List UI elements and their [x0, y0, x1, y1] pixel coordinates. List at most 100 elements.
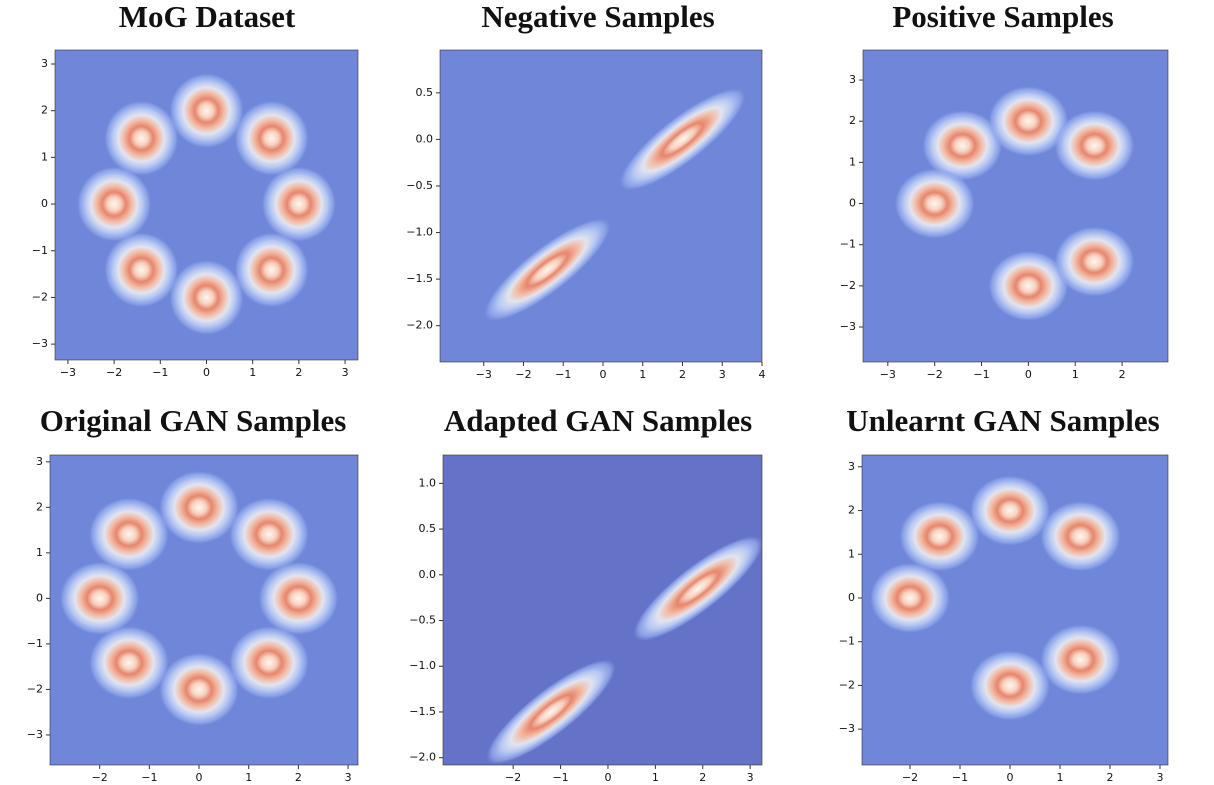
density-blob: [234, 100, 309, 176]
chart-title: Unlearnt GAN Samples: [846, 403, 1159, 438]
density-blob: [1054, 226, 1135, 297]
x-tick-label: −2: [927, 368, 943, 381]
x-tick-label: −3: [880, 368, 896, 381]
density-blob: [1040, 501, 1121, 572]
x-tick-label: 1: [249, 366, 256, 379]
y-tick-label: 0: [848, 591, 855, 604]
y-tick-label: −2: [839, 678, 855, 691]
density-blob: [633, 536, 762, 641]
x-tick-label: −1: [555, 368, 571, 381]
y-tick-label: −0.5: [409, 614, 436, 627]
x-tick-label: 2: [1119, 368, 1126, 381]
density-blob: [229, 626, 309, 699]
density-blob: [619, 88, 746, 191]
y-tick-label: −2: [840, 279, 856, 292]
x-tick-label: 1: [652, 771, 659, 784]
density-blob: [104, 232, 179, 308]
density: [486, 536, 762, 765]
y-tick-label: −1: [839, 635, 855, 648]
density-blob: [89, 497, 169, 571]
y-tick-label: −3: [32, 337, 48, 350]
y-tick-label: 3: [848, 460, 855, 473]
density-blob: [894, 168, 975, 239]
x-tick-label: −2: [106, 366, 122, 379]
x-tick-label: 1: [245, 771, 252, 784]
y-tick-label: −2: [32, 290, 48, 303]
x-tick-label: −3: [476, 368, 492, 381]
x-tick-label: 2: [295, 366, 302, 379]
density-blob: [486, 659, 616, 765]
y-tick-label: 3: [36, 455, 43, 468]
x-tick-label: 3: [1157, 771, 1164, 784]
y-tick-label: 0.5: [416, 86, 434, 99]
x-tick-label: 0: [1007, 771, 1014, 784]
y-tick-label: −1.0: [409, 659, 436, 672]
density-blob: [1040, 624, 1121, 695]
x-tick-label: 3: [747, 771, 754, 784]
chart-title: Positive Samples: [892, 0, 1113, 34]
x-tick-label: −1: [141, 771, 157, 784]
y-tick-label: −3: [839, 722, 855, 735]
chart-title: Adapted GAN Samples: [444, 403, 752, 438]
plot-area: −2 −1 0 1 2 3 −2.0 −1.5 −1.0 −0.5 0.0 0.5 1.0: [409, 454, 763, 784]
x-tick-label: 2: [295, 771, 302, 784]
x-tick-label: 1: [1072, 368, 1079, 381]
density-blob: [870, 562, 950, 633]
density: [870, 475, 1121, 721]
density-blob: [159, 470, 239, 544]
plot-area: −3 −2 −1 0 1 2 −3 −2 −1 0 1 2 3: [840, 49, 1169, 381]
density-blob: [169, 260, 244, 335]
x-tick-label: −1: [952, 771, 968, 784]
y-tick-label: 2: [36, 500, 43, 513]
frame: [439, 49, 763, 363]
chart-title: Original GAN Samples: [40, 403, 347, 438]
density-blob: [899, 501, 980, 572]
y-tick-label: −1: [27, 637, 43, 650]
y-tick-label: 2: [849, 114, 856, 127]
y-tick-label: 0: [41, 197, 48, 210]
x-tick-label: 0: [196, 771, 203, 784]
density-blob: [258, 561, 339, 635]
plot-area: −3 −2 −1 0 1 2 3 4 −2.0 −1.5 −1.0 −0.5 0.0 0.5: [406, 49, 766, 381]
x-tick-label: 1: [1057, 771, 1064, 784]
y-tick-label: 0: [36, 591, 43, 604]
plot-area: −3 −2 −1 0 1 2 3 −3 −2 −1 0 1 2 3: [32, 49, 359, 379]
density-blob: [169, 73, 244, 149]
chart-title: MoG Dataset: [119, 0, 296, 34]
x-tick-label: 0: [604, 771, 611, 784]
x-tick-label: −2: [92, 771, 108, 784]
x-tick-label: 4: [759, 368, 766, 381]
x-tick-label: 0: [1025, 368, 1032, 381]
y-tick-label: −2: [27, 682, 43, 695]
density-blob: [229, 497, 309, 571]
x-tick-label: 3: [342, 366, 349, 379]
density-blob: [1054, 110, 1135, 181]
x-tick-label: −1: [152, 366, 168, 379]
density: [484, 88, 746, 321]
x-tick-label: 1: [639, 368, 646, 381]
frame: [49, 454, 359, 766]
density-blob: [922, 110, 1003, 181]
y-tick-label: 0: [849, 197, 856, 210]
y-tick-label: −1.5: [409, 705, 436, 718]
x-tick-label: 0: [203, 366, 210, 379]
x-tick-label: 2: [1107, 771, 1114, 784]
density-blob: [77, 166, 152, 242]
x-tick-label: −3: [60, 366, 76, 379]
y-tick-label: 3: [849, 73, 856, 86]
y-tick-label: 0.0: [419, 568, 437, 581]
frame: [861, 454, 1169, 766]
x-tick-label: 3: [345, 771, 352, 784]
x-tick-label: −1: [552, 771, 568, 784]
y-tick-label: −1.0: [406, 226, 433, 239]
y-tick-label: 1: [849, 155, 856, 168]
x-tick-label: 3: [719, 368, 726, 381]
y-tick-label: −3: [27, 728, 43, 741]
density-blob: [970, 475, 1050, 546]
y-tick-label: −1.5: [406, 272, 433, 285]
plot-area: −2 −1 0 1 2 3 −3 −2 −1 0 1 2 3: [839, 454, 1169, 784]
frame: [862, 49, 1169, 363]
y-tick-label: −2.0: [406, 319, 433, 332]
